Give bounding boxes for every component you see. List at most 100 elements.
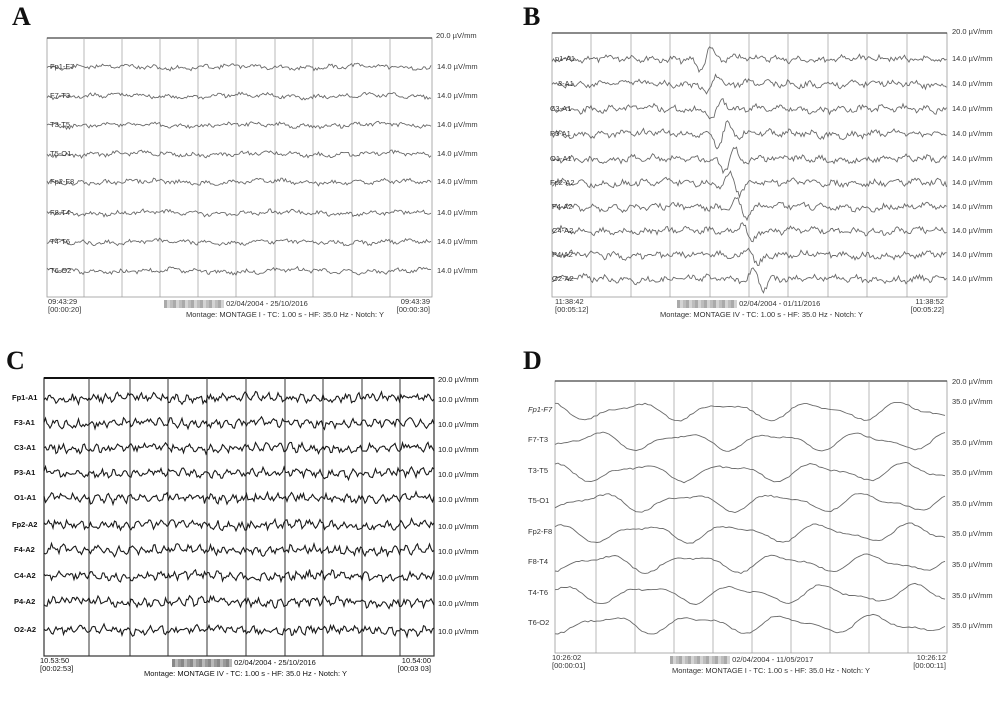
gain-label: 14.0 µV/mm	[952, 129, 993, 138]
panel-letter-c: C	[6, 346, 25, 375]
start-time: 10.53:50 [00:02:53]	[40, 656, 74, 673]
eeg-trace	[554, 401, 946, 422]
channel-label: F7-T3	[50, 91, 71, 100]
end-time: 10:26:12 [00:00:11]	[913, 653, 946, 670]
gain-label: 10.0 µV/mm	[438, 420, 479, 429]
eeg-trace	[46, 265, 432, 276]
gain-label: 14.0 µV/mm	[952, 154, 993, 163]
channel-label: C4-A2	[14, 571, 36, 580]
channel-label: 3-A1	[558, 79, 574, 88]
montage-info: Montage: MONTAGE I - TC: 1.00 s - HF: 35…	[672, 666, 870, 675]
scale-label: 20.0 µV/mm	[436, 31, 477, 40]
gain-label: 14.0 µV/mm	[437, 237, 478, 246]
eeg-grid-c	[43, 377, 435, 657]
eeg-trace	[46, 208, 432, 218]
chart-frame	[46, 37, 433, 298]
eeg-trace	[551, 73, 947, 95]
eeg-panel-a: 20.0 µV/mm Fp1-F7 F7-T3 T3-T5 T5-O1 Fp2-…	[0, 0, 500, 330]
channel-label: C4-A2	[552, 226, 574, 235]
eeg-trace	[43, 568, 435, 584]
channel-label: Fp1-A1	[12, 393, 38, 402]
channel-label: F8-T4	[528, 557, 549, 566]
eeg-trace	[43, 440, 435, 456]
redacted-name	[172, 659, 232, 668]
eeg-panel-b: 20.0 µV/mm p1-A1 3-A1 C3-A1 P3-A1 O1-A1 …	[500, 0, 1000, 330]
channel-label: Fp2-A2	[550, 178, 575, 187]
eeg-trace	[551, 46, 947, 73]
eeg-trace	[554, 493, 946, 513]
start-time: 10:26:02 [00:00:01]	[552, 653, 586, 670]
start-time: 09:43:29 [00:00:20]	[48, 297, 82, 314]
gain-label: 14.0 µV/mm	[437, 120, 478, 129]
eeg-grid-a	[46, 37, 433, 298]
gain-label: 35.0 µV/mm	[952, 591, 993, 600]
eeg-panel-c: 20.0 µV/mm Fp1-A1 F3-A1 C3-A1 P3-A1 O1-A…	[0, 351, 500, 702]
channel-label: Fp2-F8	[50, 177, 75, 186]
gain-label: 35.0 µV/mm	[952, 499, 993, 508]
channel-label: P3-A1	[14, 468, 36, 477]
eeg-trace	[554, 582, 946, 605]
gain-label: 10.0 µV/mm	[438, 547, 479, 556]
eeg-trace	[551, 120, 947, 150]
eeg-trace	[43, 464, 435, 482]
start-time: 11:38:42 [00:05:12]	[555, 297, 589, 314]
eeg-trace	[43, 516, 435, 533]
gain-label: 14.0 µV/mm	[952, 104, 993, 113]
gain-label: 14.0 µV/mm	[437, 208, 478, 217]
chart-frame	[554, 380, 948, 654]
channel-label: T4-T6	[50, 237, 71, 246]
gain-label: 10.0 µV/mm	[438, 599, 479, 608]
recording-info: 02/04/2004 - 25/10/2016	[172, 658, 316, 668]
channel-label: Fp1-F7	[50, 62, 75, 71]
gain-label: 10.0 µV/mm	[438, 495, 479, 504]
gain-label: 14.0 µV/mm	[437, 149, 478, 158]
redacted-name	[164, 300, 224, 309]
eeg-trace	[43, 415, 435, 431]
gain-label: 14.0 µV/mm	[952, 202, 993, 211]
gain-label: 10.0 µV/mm	[438, 522, 479, 531]
redacted-name	[670, 656, 730, 665]
channel-label: O1-A1	[550, 154, 572, 163]
gain-label: 10.0 µV/mm	[438, 445, 479, 454]
montage-info: Montage: MONTAGE I - TC: 1.00 s - HF: 35…	[186, 310, 384, 319]
eeg-trace	[46, 62, 432, 72]
end-time: 09:43:39 [00:00:30]	[396, 297, 430, 314]
channel-label: O2-A2	[552, 274, 574, 283]
eeg-grid-b	[551, 32, 948, 298]
gain-label: 35.0 µV/mm	[952, 560, 993, 569]
eeg-trace	[551, 222, 947, 243]
scale-label: 20.0 µV/mm	[952, 377, 993, 386]
eeg-trace	[551, 247, 947, 266]
end-time: 11:38:52 [00:05:22]	[910, 297, 944, 314]
panel-letter-b: B	[523, 2, 541, 31]
gain-label: 14.0 µV/mm	[952, 54, 993, 63]
eeg-trace	[551, 170, 947, 199]
channel-label: T4-T6	[528, 588, 549, 597]
eeg-trace	[554, 613, 946, 635]
channel-label: T3-T5	[50, 120, 71, 129]
eeg-trace	[46, 120, 432, 131]
channel-label: F7-T3	[528, 435, 549, 444]
eeg-trace	[46, 177, 432, 187]
gain-label: 35.0 µV/mm	[952, 397, 993, 406]
channel-label: T3-T5	[528, 466, 549, 475]
channel-label: P4-A2	[552, 250, 573, 259]
channel-label: O2-A2	[14, 625, 37, 634]
gain-label: 10.0 µV/mm	[438, 395, 479, 404]
gain-label: 35.0 µV/mm	[952, 468, 993, 477]
recording-info: 02/04/2004 - 25/10/2016	[164, 299, 308, 309]
channel-label: F4-A2	[14, 545, 35, 554]
eeg-trace	[551, 97, 947, 120]
gain-label: 10.0 µV/mm	[438, 573, 479, 582]
recording-info: 02/04/2004 - 01/11/2016	[677, 299, 820, 309]
montage-info: Montage: MONTAGE IV - TC: 1.00 s - HF: 3…	[144, 669, 347, 678]
gain-label: 14.0 µV/mm	[437, 91, 478, 100]
gain-label: 35.0 µV/mm	[952, 438, 993, 447]
gain-label: 35.0 µV/mm	[952, 529, 993, 538]
channel-label: P3-A1	[550, 129, 571, 138]
gain-label: 14.0 µV/mm	[952, 178, 993, 187]
channel-label: Fp1-F7	[528, 405, 553, 414]
channel-label: F8-T4	[50, 208, 71, 217]
montage-info: Montage: MONTAGE IV - TC: 1.00 s - HF: 3…	[660, 310, 863, 319]
gain-label: 14.0 µV/mm	[437, 62, 478, 71]
